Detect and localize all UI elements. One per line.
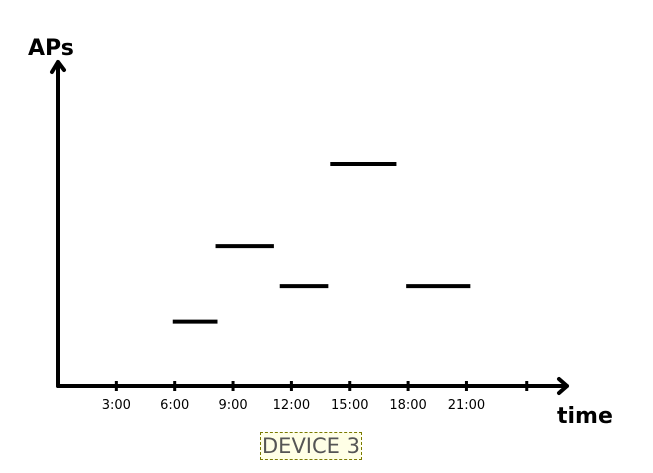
y-axis	[50, 60, 66, 388]
x-tick-label: 21:00	[448, 398, 485, 413]
x-tick-label: 18:00	[389, 398, 426, 413]
x-tick-label: 9:00	[218, 398, 247, 413]
y-axis-title: APs	[28, 36, 74, 61]
x-tick-label: 15:00	[331, 398, 368, 413]
x-tick-label: 3:00	[102, 398, 131, 413]
ap-segments	[172, 162, 471, 324]
x-tick-label: 6:00	[160, 398, 189, 413]
x-ticks: 3:00 6:00 9:00 12:00 15:00 18:00 21:00	[102, 381, 529, 413]
x-axis	[56, 377, 569, 395]
device-caption: DEVICE 3	[260, 432, 362, 460]
x-axis-title: time	[557, 404, 613, 429]
x-tick-label: 12:00	[273, 398, 310, 413]
